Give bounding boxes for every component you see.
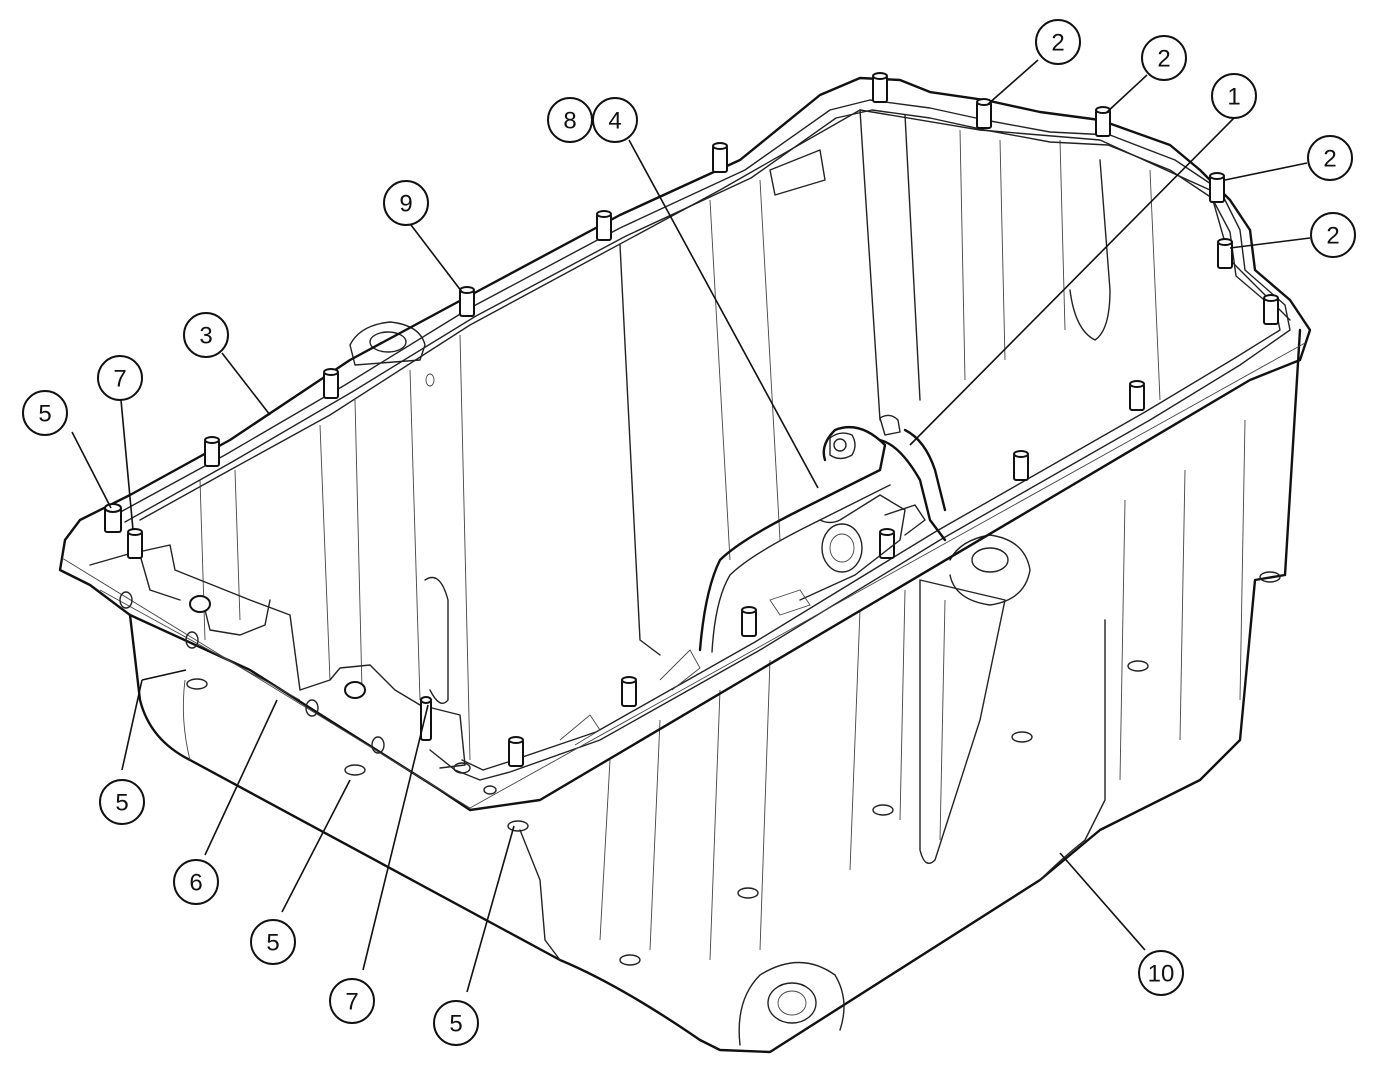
- callout-group: 1 2 2 2 2 3 4 5 5 5 5 6 7 7 8 9 10: [22, 19, 1356, 1046]
- callout-front-bolt-top: 5: [22, 390, 68, 436]
- callout-circle: [547, 97, 593, 143]
- callout-label: 1: [1227, 84, 1240, 111]
- callout-dowel-pin-1: 7: [97, 355, 143, 401]
- callout-circle: [1307, 135, 1353, 181]
- callout-stud: 9: [383, 180, 429, 226]
- callout-label: 2: [1323, 146, 1336, 173]
- callout-circle: [22, 390, 68, 436]
- callout-label: 5: [38, 401, 51, 428]
- callout-front-bolt-lower-2: 5: [250, 919, 296, 965]
- callout-label: 5: [449, 1011, 462, 1038]
- callout-label: 5: [115, 790, 128, 817]
- callout-circle: [1035, 19, 1081, 65]
- callout-pickup-screw: 8: [547, 97, 593, 143]
- callout-front-bolt-lower-1: 5: [99, 779, 145, 825]
- callout-circle: [183, 312, 229, 358]
- flange-studs: [104, 72, 1279, 767]
- callout-front-cover-seal: 6: [173, 859, 219, 905]
- callout-oil-pan: 10: [1138, 950, 1184, 996]
- callout-pan-gasket: 3: [183, 312, 229, 358]
- callout-oil-suction-tube: 1: [1211, 73, 1257, 119]
- callout-circle: [250, 919, 296, 965]
- callout-dowel-pin-2: 7: [329, 978, 375, 1024]
- callout-flange-bolt-rear-1: 2: [1035, 19, 1081, 65]
- callout-label: 5: [266, 930, 279, 957]
- pan-inner-walls: [139, 109, 1291, 761]
- callout-label: 9: [399, 191, 412, 218]
- callout-flange-bolt-rear-2: 2: [1141, 35, 1187, 81]
- callout-circle: [383, 180, 429, 226]
- callout-circle: [433, 1000, 479, 1046]
- callout-label: 10: [1148, 961, 1175, 988]
- callout-flange-bolt-rear-3: 2: [1307, 135, 1353, 181]
- callout-label: 3: [199, 323, 212, 350]
- callout-circle: [1310, 212, 1356, 258]
- pan-flange-and-gasket: [58, 76, 1312, 812]
- oil-pan-body: [128, 328, 1302, 1054]
- callout-label: 2: [1157, 46, 1170, 73]
- callout-flange-bolt-rear-4: 2: [1310, 212, 1356, 258]
- callout-front-bolt-lower-3: 5: [433, 1000, 479, 1046]
- callout-label: 8: [563, 108, 576, 135]
- callout-circle: [97, 355, 143, 401]
- callout-label: 7: [113, 366, 126, 393]
- callout-circle: [329, 978, 375, 1024]
- callout-circle: [173, 859, 219, 905]
- callout-circle: [1141, 35, 1187, 81]
- callout-label: 4: [608, 108, 621, 135]
- callout-circle: [1211, 73, 1257, 119]
- oil-pickup-assembly: [559, 414, 947, 746]
- leader-lines: [71, 59, 1311, 993]
- callout-label: 2: [1326, 223, 1339, 250]
- callout-pickup-bracket: 4: [592, 97, 638, 143]
- callout-label: 2: [1051, 30, 1064, 57]
- callout-circle: [1138, 950, 1184, 996]
- callout-label: 6: [189, 870, 202, 897]
- callout-label: 7: [345, 989, 358, 1016]
- callout-circle: [99, 779, 145, 825]
